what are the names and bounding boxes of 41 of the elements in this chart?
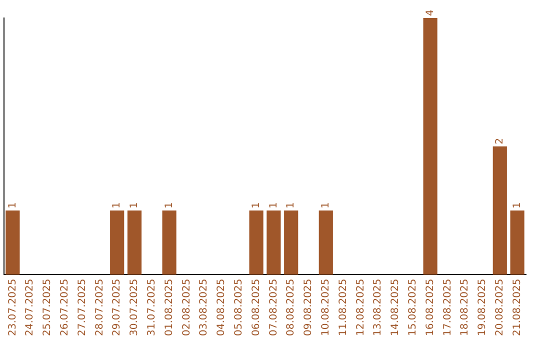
data-label: 1 bbox=[164, 202, 175, 209]
x-tick-label: 27.07.2025 bbox=[76, 278, 88, 336]
x-tick-label: 23.07.2025 bbox=[7, 278, 18, 336]
x-tick-label: 07.08.2025 bbox=[268, 278, 280, 336]
x-tick-label: 08.08.2025 bbox=[286, 278, 297, 336]
x-tick-label: 04.08.2025 bbox=[216, 278, 228, 336]
data-label: 1 bbox=[286, 202, 297, 209]
data-label: 1 bbox=[268, 202, 280, 209]
x-tick-label: 31.07.2025 bbox=[146, 278, 158, 336]
x-tick-label: 01.08.2025 bbox=[164, 278, 175, 336]
x-tick-label: 09.08.2025 bbox=[303, 278, 314, 336]
x-tick-label: 17.08.2025 bbox=[442, 278, 454, 336]
data-label: 1 bbox=[112, 202, 123, 209]
x-tick-label: 15.08.2025 bbox=[407, 278, 418, 336]
data-label: 1 bbox=[7, 202, 18, 209]
data-label: 4 bbox=[424, 10, 436, 16]
x-tick-label: 20.08.2025 bbox=[494, 278, 506, 336]
x-tick-label: 29.07.2025 bbox=[112, 278, 123, 336]
data-label: 1 bbox=[129, 202, 140, 209]
x-tick-label: 10.08.2025 bbox=[320, 278, 332, 336]
x-tick-label: 30.07.2025 bbox=[129, 278, 140, 336]
x-tick-label: 18.08.2025 bbox=[460, 278, 471, 336]
x-tick-label: 11.08.2025 bbox=[338, 278, 349, 336]
data-label: 1 bbox=[320, 202, 332, 209]
x-tick-label: 06.08.2025 bbox=[250, 278, 262, 336]
x-tick-label: 12.08.2025 bbox=[355, 278, 366, 336]
x-tick-label: 05.08.2025 bbox=[233, 278, 244, 336]
x-tick-label: 24.07.2025 bbox=[24, 278, 36, 336]
x-tick-label: 19.08.2025 bbox=[477, 278, 488, 336]
x-tick-label: 13.08.2025 bbox=[372, 278, 384, 336]
x-tick-label: 21.08.2025 bbox=[512, 278, 523, 336]
x-tick-label: 28.07.2025 bbox=[94, 278, 106, 336]
x-tick-label: 02.08.2025 bbox=[181, 278, 192, 336]
data-label: 1 bbox=[512, 202, 523, 209]
x-tick-label: 03.08.2025 bbox=[198, 278, 210, 336]
data-label: 2 bbox=[494, 138, 506, 144]
data-label: 1 bbox=[250, 202, 262, 209]
x-tick-label: 25.07.2025 bbox=[42, 278, 54, 336]
x-tick-label: 16.08.2025 bbox=[424, 278, 436, 336]
x-tick-label: 14.08.2025 bbox=[390, 278, 402, 336]
x-tick-label: 26.07.2025 bbox=[59, 278, 70, 336]
